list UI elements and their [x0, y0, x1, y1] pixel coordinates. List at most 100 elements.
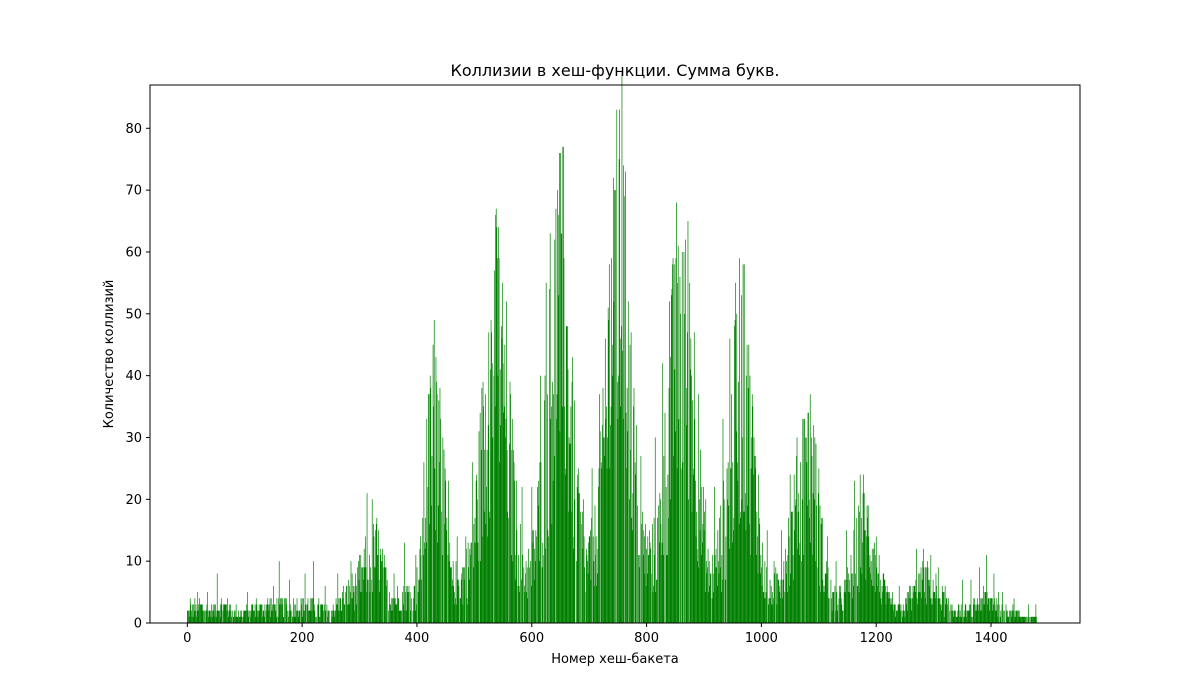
bar — [252, 604, 254, 623]
bar — [907, 610, 909, 623]
bar — [826, 573, 828, 623]
bar — [971, 616, 972, 623]
bar — [910, 610, 912, 623]
bar — [532, 530, 533, 623]
bar — [848, 573, 850, 623]
bar — [983, 592, 985, 623]
bar — [773, 561, 775, 623]
bar — [448, 561, 450, 623]
bar — [610, 406, 612, 623]
bar — [959, 616, 960, 623]
bar — [707, 567, 708, 623]
bar — [869, 567, 870, 623]
bar — [503, 406, 505, 623]
bar — [517, 585, 519, 623]
bar — [780, 579, 782, 623]
bar — [777, 579, 779, 623]
bar — [774, 573, 776, 623]
bar — [896, 610, 897, 623]
bar — [530, 561, 532, 623]
bar — [672, 258, 674, 623]
bar — [368, 579, 370, 623]
bar — [979, 567, 980, 623]
bar — [369, 554, 370, 623]
bar — [600, 462, 602, 623]
bar — [927, 561, 928, 623]
bar — [523, 567, 525, 623]
bar — [471, 542, 472, 623]
bar — [270, 598, 272, 623]
bar — [1029, 616, 1031, 623]
bar — [887, 592, 889, 623]
bar — [428, 394, 429, 623]
bar — [690, 338, 692, 623]
bar — [610, 425, 611, 623]
bar — [343, 585, 344, 623]
bar — [421, 579, 422, 623]
bar — [576, 486, 578, 623]
bar — [699, 530, 701, 623]
bar — [948, 598, 949, 623]
bar — [371, 499, 373, 623]
bar — [664, 412, 666, 623]
bar — [856, 517, 858, 623]
bar — [360, 554, 362, 623]
bar — [581, 524, 583, 623]
bar — [475, 480, 477, 623]
bar — [760, 554, 762, 623]
bar — [291, 610, 293, 623]
bar — [294, 604, 296, 623]
bar — [862, 542, 863, 623]
bar — [804, 418, 805, 623]
bar — [506, 449, 508, 623]
bar — [1030, 616, 1032, 623]
bar — [232, 610, 234, 623]
bar — [240, 610, 242, 623]
bar — [825, 573, 827, 623]
bar — [799, 542, 801, 623]
bar — [432, 344, 434, 623]
bar — [313, 604, 315, 623]
bar — [622, 350, 623, 623]
bar — [359, 592, 361, 623]
bar — [666, 554, 668, 623]
bar — [466, 598, 468, 623]
bar — [592, 536, 594, 623]
bar — [470, 554, 471, 623]
bar — [307, 604, 308, 623]
bar — [563, 146, 564, 624]
bar — [437, 542, 439, 623]
bar — [350, 561, 352, 623]
bar — [621, 326, 622, 623]
bar — [647, 536, 649, 623]
bar — [993, 604, 994, 623]
bar — [908, 598, 910, 623]
bar — [898, 585, 900, 623]
bar — [461, 573, 463, 623]
bar — [738, 524, 740, 623]
bar — [256, 604, 258, 623]
bar — [1002, 592, 1003, 623]
bar — [384, 567, 386, 623]
bar — [237, 616, 239, 623]
bar — [457, 579, 459, 623]
bar — [715, 548, 717, 623]
bar — [594, 585, 595, 623]
bar — [831, 598, 832, 623]
bar — [634, 462, 636, 623]
bar — [573, 548, 575, 623]
bar — [891, 592, 893, 623]
bar — [424, 548, 426, 623]
bar — [240, 610, 242, 623]
bar — [440, 418, 441, 623]
bar — [913, 592, 914, 623]
bar — [807, 412, 809, 623]
bar — [524, 592, 526, 623]
bar — [339, 610, 340, 623]
bar — [904, 616, 906, 623]
bar — [317, 604, 319, 623]
bar — [292, 616, 293, 623]
y-tick-label: 10 — [125, 555, 142, 570]
bar — [1000, 610, 1002, 623]
bar — [189, 610, 191, 623]
